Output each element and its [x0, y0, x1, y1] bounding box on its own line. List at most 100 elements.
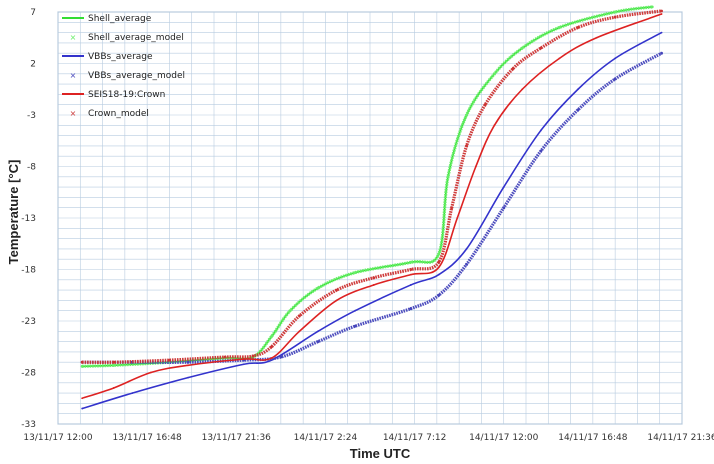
y-tick-label: 7 [30, 8, 36, 18]
data-point-vbbs-average-model [613, 77, 617, 81]
x-tick-label: 14/11/17 2:24 [294, 433, 358, 443]
data-point-vbbs-average [187, 376, 189, 379]
data-point-vbbs-average-model [502, 206, 506, 210]
legend-marker-shell-average-model: × [70, 33, 77, 42]
legend-label-shell-average-model: Shell_average_model [88, 33, 184, 43]
data-point-vbbs-average [81, 407, 84, 410]
x-tick-label: 14/11/17 7:12 [383, 433, 447, 443]
data-point-vbbs-average [577, 88, 579, 91]
data-point-shell-average-model [288, 309, 292, 313]
data-point-vbbs-average-model [539, 149, 543, 153]
data-point-crown-model [539, 46, 543, 50]
x-tick-label: 14/11/17 12:00 [469, 433, 538, 443]
data-point-crown-model [112, 360, 116, 364]
data-point-crown-model [270, 345, 273, 349]
legend: Shell_average × Shell_average_model VBBs_av… [62, 14, 185, 119]
data-point-shell-average-model [650, 5, 654, 9]
data-point-crown-model [372, 276, 376, 280]
data-point-vbbs-average-model [437, 293, 441, 297]
data-point-seis18-19-crown [521, 88, 524, 91]
data-point-crown-model [576, 26, 580, 29]
data-point-shell-average-model [613, 10, 617, 14]
data-point-shell-average-model [270, 335, 273, 338]
data-point-seis18-19-crown [474, 165, 477, 168]
data-point-crown-model [298, 314, 301, 318]
data-point-shell-average-model [437, 252, 441, 256]
data-point-seis18-19-crown [558, 57, 561, 60]
data-point-seis18-19-crown [112, 387, 115, 389]
x-axis-title: Time UTC [350, 446, 411, 461]
tick-labels: 7 2 -3 -8 -13 -18 -23 -28 -33 13/11/17 12:00 13/11… [21, 8, 714, 443]
data-point-crown-model [80, 360, 84, 364]
data-point-vbbs-average [131, 392, 134, 394]
data-point-vbbs-average-model [186, 360, 190, 364]
y-tick-label: -3 [27, 111, 36, 121]
data-point-seis18-19-crown [335, 299, 338, 302]
y-tick-label: -8 [27, 163, 36, 173]
data-point-seis18-19-crown [493, 124, 496, 127]
data-point-crown-model [465, 144, 468, 148]
data-point-vbbs-average [465, 248, 468, 250]
data-point-seis18-19-crown [149, 371, 152, 374]
y-tick-label: -23 [21, 317, 36, 327]
legend-marker-crown-model: × [70, 109, 77, 118]
legend-label-seis18-19-crown: SEIS18-19:Crown [88, 90, 165, 100]
data-point-seis18-19-crown [456, 217, 459, 219]
legend-label-crown-model: Crown_model [88, 109, 149, 119]
y-tick-label: 2 [30, 60, 36, 70]
x-tick-label: 14/11/17 16:48 [558, 433, 627, 443]
data-point-shell-average-model [316, 286, 320, 290]
data-point-shell-average-model [520, 46, 524, 50]
data-point-crown-model [335, 288, 338, 292]
legend-label-vbbs-average-model: VBBs_average_model [88, 71, 185, 81]
data-point-shell-average-model [112, 363, 116, 367]
data-point-shell-average-model [558, 26, 561, 29]
x-tick-label: 13/11/17 21:36 [202, 433, 271, 443]
data-point-shell-average-model [409, 260, 413, 264]
legend-label-vbbs-average: VBBs_average [88, 52, 153, 62]
data-point-vbbs-average [317, 330, 319, 333]
y-tick-label: -28 [21, 369, 36, 379]
data-point-crown-model [251, 354, 255, 358]
legend-marker-vbbs-average-model: × [70, 71, 77, 80]
data-point-crown-model [450, 206, 454, 210]
data-point-crown-model [483, 103, 487, 107]
y-tick-label: -18 [21, 266, 36, 276]
data-point-vbbs-average-model [465, 262, 468, 266]
data-point-crown-model [511, 67, 515, 71]
x-tick-label: 14/11/17 21:36 [647, 433, 714, 443]
data-point-shell-average-model [446, 175, 450, 179]
data-point-seis18-19-crown [595, 36, 598, 39]
y-axis-title: Temperature [°C] [6, 160, 21, 265]
data-point-vbbs-average [539, 129, 542, 132]
data-point-seis18-19-crown [187, 364, 189, 367]
data-point-crown-model [660, 9, 663, 13]
data-point-seis18-19-crown [270, 357, 273, 359]
data-point-crown-model [437, 260, 441, 264]
data-point-seis18-19-crown [437, 266, 440, 269]
x-tick-label: 13/11/17 12:00 [23, 433, 92, 443]
data-point-seis18-19-crown [298, 330, 301, 333]
series-line-seis18-19-crown [81, 13, 662, 400]
data-point-seis18-19-crown [409, 273, 412, 276]
data-point-seis18-19-crown [242, 358, 245, 361]
series-layer [80, 5, 663, 410]
data-point-vbbs-average-model [279, 355, 283, 359]
data-point-vbbs-average-model [409, 307, 413, 311]
data-point-shell-average-model [353, 271, 357, 274]
data-point-vbbs-average [502, 186, 505, 189]
data-point-crown-model [168, 358, 171, 362]
data-point-vbbs-average-model [353, 324, 357, 328]
data-point-crown-model [223, 355, 227, 359]
data-point-vbbs-average [354, 309, 357, 312]
data-point-seis18-19-crown [660, 13, 663, 15]
data-point-seis18-19-crown [81, 397, 84, 400]
data-point-vbbs-average [614, 57, 617, 60]
data-point-vbbs-average [242, 363, 245, 366]
data-point-vbbs-average [660, 31, 663, 34]
legend-label-shell-average: Shell_average [88, 14, 152, 24]
data-point-vbbs-average-model [316, 340, 320, 343]
data-point-shell-average-model [80, 364, 84, 368]
data-point-seis18-19-crown [372, 284, 375, 286]
data-point-vbbs-average-model [576, 108, 580, 112]
